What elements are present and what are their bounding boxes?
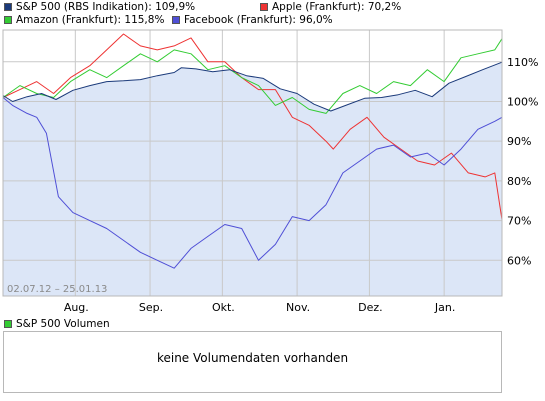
legend-swatch (4, 16, 12, 24)
legend-label: Facebook (Frankfurt): 96,0% (184, 14, 333, 26)
x-tick-label: Jan. (434, 301, 455, 314)
x-tick-label: Aug. (64, 301, 89, 314)
price-chart: 60% 70% 80% 90% 100% 110% Aug. Sep. Okt. Nov. Dez.… (2, 29, 538, 314)
series-area-0 (3, 62, 502, 297)
y-tick-label: 100% (507, 95, 538, 108)
series-line-2 (2, 38, 503, 114)
legend-item-amazon: Amazon (Frankfurt): 115,8% (4, 14, 164, 26)
series-line-1 (2, 33, 503, 220)
y-tick-label: 110% (507, 56, 538, 69)
x-tick-label: Dez. (358, 301, 383, 314)
plot-frame (2, 29, 503, 297)
y-tick-label: 90% (507, 135, 531, 148)
date-range-label: 02.07.12 – 25.01.13 (7, 284, 107, 295)
legend-item-volume: S&P 500 Volumen (4, 318, 110, 330)
x-tick-label: Okt. (212, 301, 235, 314)
legend-swatch (4, 3, 12, 11)
legend-label: S&P 500 (RBS Indikation): 109,9% (16, 1, 196, 13)
legend-swatch (4, 320, 12, 328)
legend-item-apple: Apple (Frankfurt): 70,2% (260, 1, 401, 13)
legend-item-facebook: Facebook (Frankfurt): 96,0% (172, 14, 333, 26)
legend-label: Apple (Frankfurt): 70,2% (272, 1, 402, 13)
legend-label: Amazon (Frankfurt): 115,8% (16, 14, 165, 26)
legend-swatch (260, 3, 268, 11)
legend-label: S&P 500 Volumen (16, 318, 110, 330)
x-tick-label: Sep. (139, 301, 163, 314)
legend-item-sp500: S&P 500 (RBS Indikation): 109,9% (4, 1, 195, 13)
x-tick-label: Nov. (286, 301, 310, 314)
series-line-3 (2, 97, 503, 269)
legend-swatch (172, 16, 180, 24)
volume-chart-box (3, 331, 502, 393)
volume-empty-message: keine Volumendaten vorhanden (156, 351, 349, 365)
series-line-0 (2, 61, 503, 112)
y-tick-label: 80% (507, 175, 531, 188)
y-tick-label: 60% (507, 254, 531, 267)
y-tick-label: 70% (507, 215, 531, 228)
